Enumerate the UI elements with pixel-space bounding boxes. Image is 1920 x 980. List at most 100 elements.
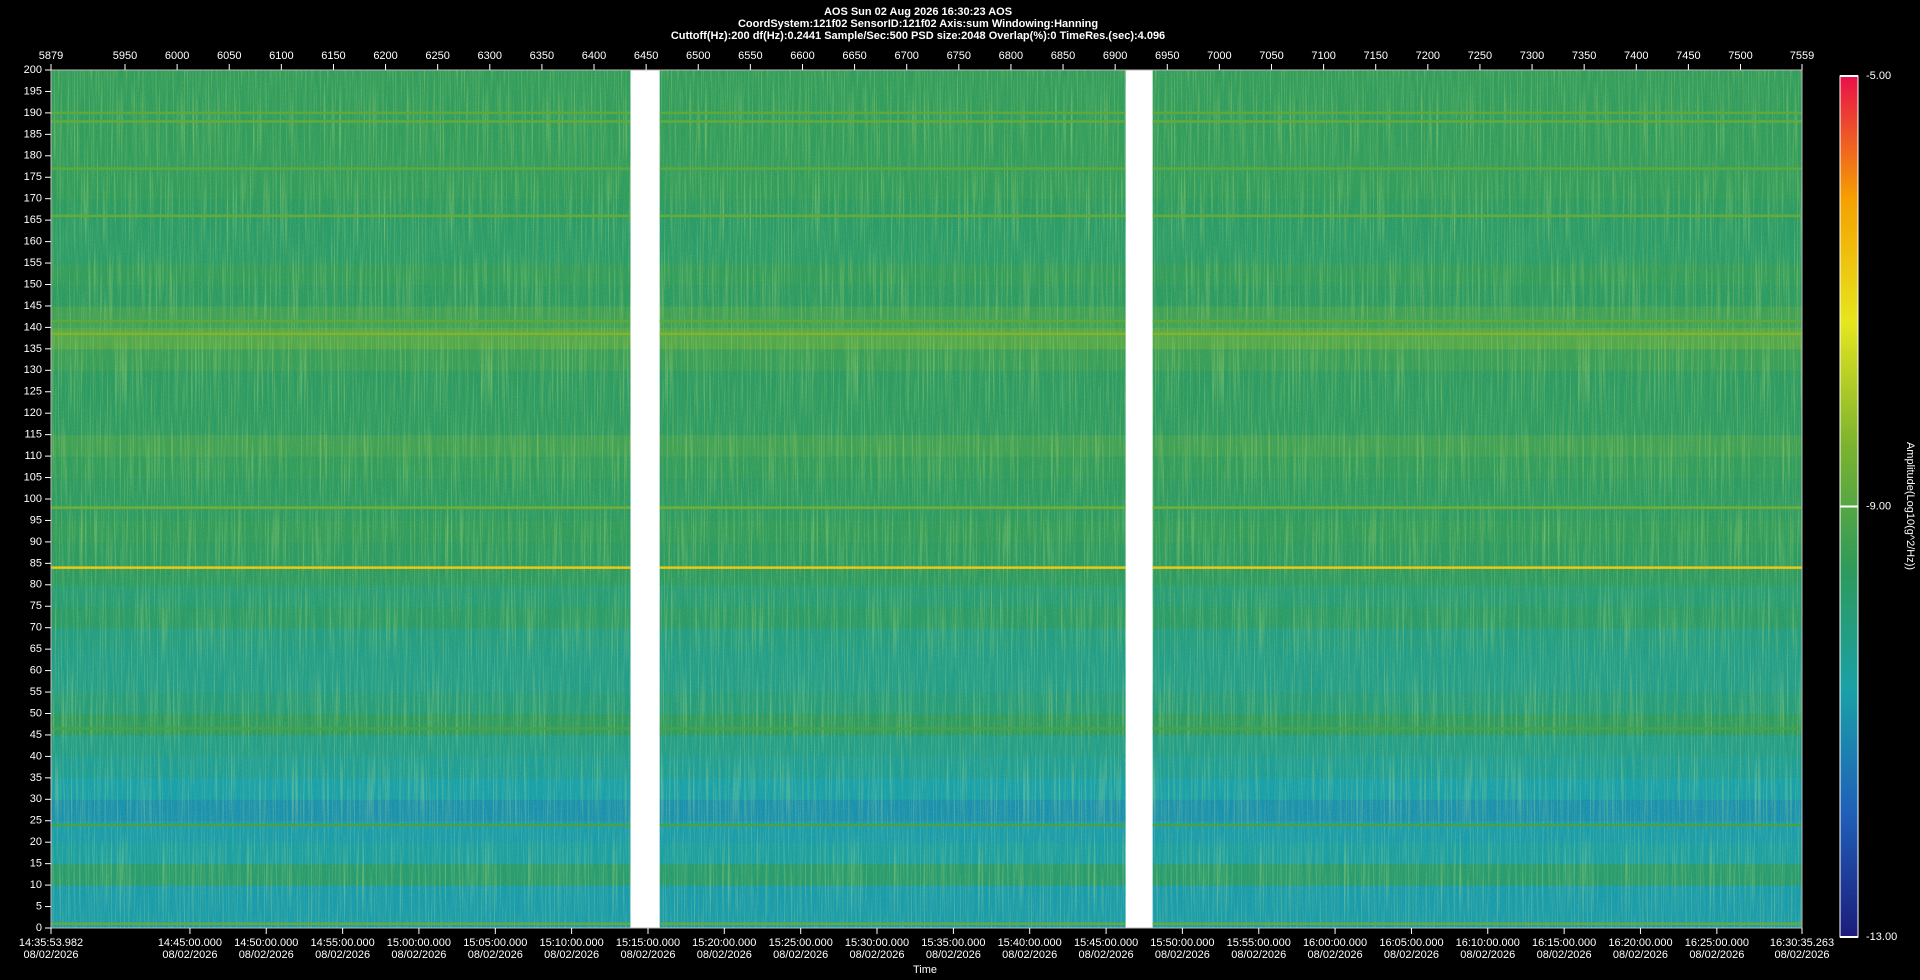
y-tick-label: 5 — [36, 900, 42, 912]
x-tick-date: 08/02/2026 — [1079, 949, 1134, 961]
y-tick-label: 180 — [24, 150, 42, 162]
top-tick-label: 6050 — [217, 50, 241, 62]
x-tick-label: 15:15:00.000 — [616, 937, 680, 949]
y-tick-label: 170 — [24, 193, 42, 205]
x-tick-date: 08/02/2026 — [1308, 949, 1363, 961]
x-tick-label: 16:30:35.263 — [1770, 937, 1834, 949]
colorbar-tick-label: -9.00 — [1866, 500, 1891, 512]
top-tick-label: 6600 — [790, 50, 814, 62]
texture-streaks — [1152, 70, 1802, 928]
title: AOS Sun 02 Aug 2026 16:30:23 AOS — [824, 6, 1012, 18]
y-tick-label: 85 — [30, 557, 42, 569]
y-tick-label: 45 — [30, 729, 42, 741]
x-tick-label: 16:15:00.000 — [1532, 937, 1596, 949]
x-tick-label: 16:20:00.000 — [1608, 937, 1672, 949]
y-tick-label: 50 — [30, 707, 42, 719]
top-tick-label: 5879 — [39, 50, 63, 62]
y-tick-label: 165 — [24, 214, 42, 226]
x-tick-label: 14:35:53.982 — [19, 937, 83, 949]
x-tick-label: 15:25:00.000 — [769, 937, 833, 949]
y-tick-label: 15 — [30, 858, 42, 870]
y-tick-label: 25 — [30, 815, 42, 827]
x-tick-label: 14:50:00.000 — [234, 937, 298, 949]
y-tick-label: 115 — [24, 429, 42, 441]
x-tick-date: 08/02/2026 — [849, 949, 904, 961]
top-tick-label: 6200 — [373, 50, 397, 62]
x-tick-date: 08/02/2026 — [162, 949, 217, 961]
x-tick-label: 15:00:00.000 — [387, 937, 451, 949]
x-tick-date: 08/02/2026 — [1231, 949, 1286, 961]
top-tick-label: 7300 — [1520, 50, 1544, 62]
x-tick-label: 15:05:00.000 — [463, 937, 527, 949]
top-tick-label: 6450 — [634, 50, 658, 62]
x-tick-date: 08/02/2026 — [1613, 949, 1668, 961]
x-tick-label: 15:10:00.000 — [539, 937, 603, 949]
top-tick-label: 7000 — [1207, 50, 1231, 62]
top-tick-label: 7050 — [1259, 50, 1283, 62]
top-tick-label: 6900 — [1103, 50, 1127, 62]
top-tick-label: 7150 — [1363, 50, 1387, 62]
x-tick-label: 16:00:00.000 — [1303, 937, 1367, 949]
top-tick-label: 6700 — [894, 50, 918, 62]
x-tick-label: 15:35:00.000 — [921, 937, 985, 949]
x-tick-date: 08/02/2026 — [773, 949, 828, 961]
y-tick-label: 40 — [30, 750, 42, 762]
top-tick-label: 7200 — [1416, 50, 1440, 62]
top-tick-label: 6750 — [947, 50, 971, 62]
x-tick-label: 16:10:00.000 — [1456, 937, 1520, 949]
x-tick-date: 08/02/2026 — [1774, 949, 1829, 961]
x-tick-date: 08/02/2026 — [239, 949, 294, 961]
x-tick-label: 14:45:00.000 — [158, 937, 222, 949]
top-tick-label: 6000 — [165, 50, 189, 62]
y-tick-label: 190 — [24, 107, 42, 119]
top-tick-label: 7250 — [1468, 50, 1492, 62]
y-tick-label: 120 — [24, 407, 42, 419]
top-tick-label: 6950 — [1155, 50, 1179, 62]
top-tick-label: 6550 — [738, 50, 762, 62]
y-tick-label: 75 — [30, 600, 42, 612]
y-tick-label: 10 — [30, 879, 42, 891]
top-tick-label: 6800 — [999, 50, 1023, 62]
x-tick-date: 08/02/2026 — [315, 949, 370, 961]
y-tick-label: 0 — [36, 922, 42, 934]
y-tick-label: 150 — [24, 278, 42, 290]
subtitle: CoordSystem:121f02 SensorID:121f02 Axis:… — [738, 18, 1098, 30]
y-tick-label: 105 — [24, 471, 42, 483]
x-tick-label: 15:40:00.000 — [998, 937, 1062, 949]
y-tick-label: 200 — [24, 64, 42, 76]
top-tick-label: 6400 — [582, 50, 606, 62]
top-tick-label: 7350 — [1572, 50, 1596, 62]
settings-line: Cuttoff(Hz):200 df(Hz):0.2441 Sample/Sec… — [671, 30, 1165, 42]
y-tick-label: 20 — [30, 836, 42, 848]
texture-streaks — [51, 70, 631, 928]
y-tick-label: 175 — [24, 171, 42, 183]
y-tick-label: 55 — [30, 686, 42, 698]
y-tick-label: 80 — [30, 579, 42, 591]
y-tick-label: 130 — [24, 364, 42, 376]
top-tick-label: 6850 — [1051, 50, 1075, 62]
x-tick-date: 08/02/2026 — [697, 949, 752, 961]
y-tick-label: 95 — [30, 514, 42, 526]
x-tick-label: 16:25:00.000 — [1685, 937, 1749, 949]
y-tick-label: 60 — [30, 665, 42, 677]
colorbar-label: Amplitude(Log10(g^2/Hz)) — [1904, 442, 1916, 570]
top-tick-label: 7559 — [1790, 50, 1814, 62]
x-tick-date: 08/02/2026 — [1384, 949, 1439, 961]
y-tick-label: 160 — [24, 236, 42, 248]
x-tick-date: 08/02/2026 — [620, 949, 675, 961]
x-axis-label: Time — [913, 964, 937, 976]
top-tick-label: 6300 — [478, 50, 502, 62]
x-tick-label: 16:05:00.000 — [1379, 937, 1443, 949]
y-tick-label: 90 — [30, 536, 42, 548]
top-tick-label: 7400 — [1624, 50, 1648, 62]
x-tick-date: 08/02/2026 — [468, 949, 523, 961]
x-tick-label: 14:55:00.000 — [311, 937, 375, 949]
colorbar-tick-label: -5.00 — [1866, 70, 1891, 82]
y-tick-label: 30 — [30, 793, 42, 805]
top-tick-label: 7450 — [1676, 50, 1700, 62]
x-tick-label: 15:50:00.000 — [1150, 937, 1214, 949]
y-tick-label: 100 — [24, 493, 42, 505]
x-tick-date: 08/02/2026 — [544, 949, 599, 961]
y-tick-label: 145 — [24, 300, 42, 312]
top-tick-label: 5950 — [113, 50, 137, 62]
